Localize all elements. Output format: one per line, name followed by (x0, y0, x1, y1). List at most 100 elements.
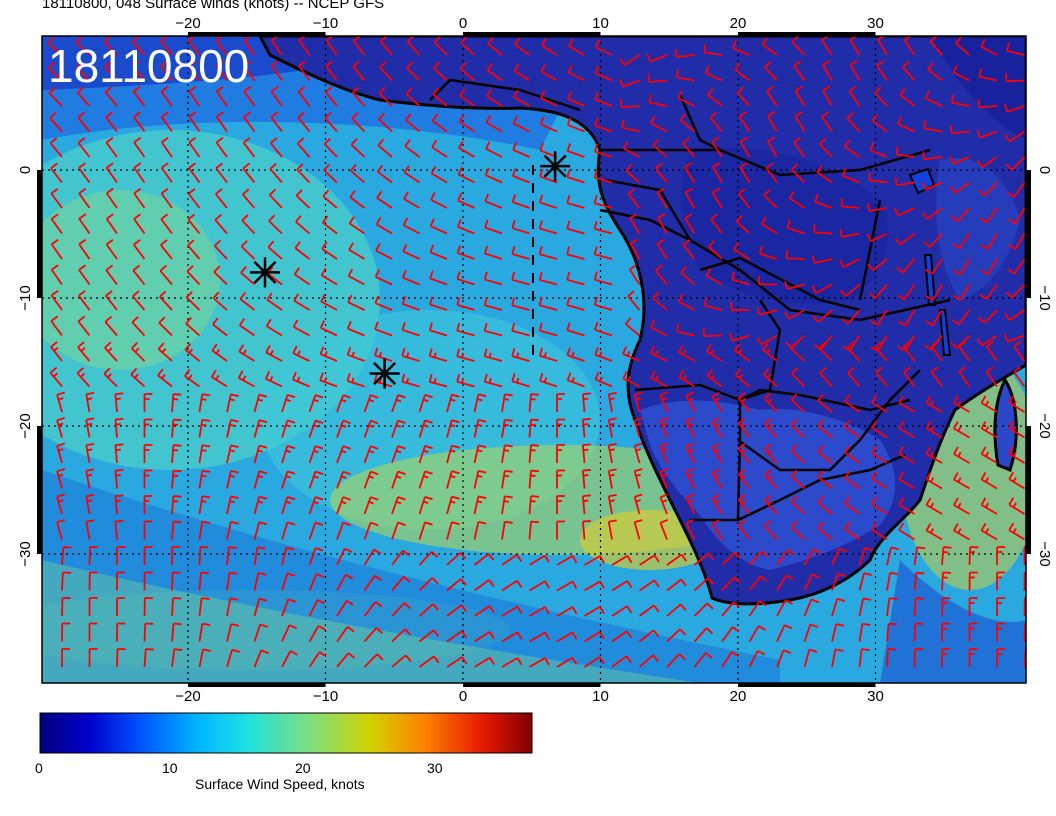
wind-barb (431, 113, 448, 133)
wind-barb (923, 232, 943, 248)
wind-barb (793, 60, 806, 82)
wind-barb (240, 240, 256, 260)
wind-barb (198, 546, 209, 566)
wind-barb (501, 393, 513, 413)
wind-barb (253, 521, 268, 540)
wind-barb (924, 90, 943, 107)
wind-barb (401, 269, 420, 286)
wind-barb (607, 391, 617, 413)
wind-barb (528, 418, 540, 438)
y-tick-label-right: 0 (1036, 166, 1053, 174)
wind-barb (432, 87, 448, 107)
wind-barb (446, 656, 468, 668)
wind-barb (114, 494, 124, 515)
wind-barb (456, 322, 475, 337)
wind-barb (638, 629, 660, 643)
wind-barb (898, 522, 915, 541)
wind-barb (556, 606, 578, 617)
wind-barb (898, 446, 915, 464)
wind-barb (539, 116, 558, 133)
wind-barb (347, 320, 365, 337)
wind-barb (913, 622, 924, 642)
wind-barb (473, 495, 487, 515)
wind-barb (968, 571, 978, 591)
wind-barb (348, 242, 365, 260)
wind-barb (529, 631, 550, 643)
wind-barb (188, 60, 201, 82)
wind-barb (116, 622, 126, 642)
wind-barb (1007, 258, 1026, 275)
wind-barb (629, 264, 641, 285)
wind-barb (566, 195, 585, 209)
wind-barb (501, 418, 513, 438)
wind-barb (418, 603, 439, 617)
wind-barb (930, 341, 943, 362)
wind-barb (85, 417, 95, 438)
wind-barb (794, 111, 806, 132)
wind-barb (484, 167, 503, 184)
wind-barb (253, 393, 268, 413)
wind-barb (511, 373, 530, 388)
wind-barb (264, 371, 283, 388)
wind-barb (281, 521, 296, 540)
wind-barb (611, 580, 633, 592)
wind-barb (214, 239, 228, 260)
wind-barb (346, 372, 365, 388)
wind-barb (267, 240, 283, 260)
wind-barb (566, 117, 585, 133)
wind-barb (734, 368, 751, 388)
wind-barb (902, 341, 916, 362)
wind-barb (685, 417, 696, 438)
wind-barb (116, 546, 126, 566)
wind-barb (735, 214, 751, 235)
wind-barb (433, 61, 448, 82)
wind-barb (320, 294, 338, 311)
wind-barb (913, 571, 925, 591)
wind-barb (456, 348, 475, 362)
wind-barb (593, 296, 613, 311)
wind-barb (730, 302, 750, 312)
wind-barb (78, 162, 91, 184)
position-markers (250, 151, 571, 389)
wind-barb (893, 207, 915, 217)
wind-barb (925, 472, 943, 490)
wind-barb (485, 141, 503, 158)
wind-barb (226, 393, 239, 413)
wind-barb (858, 622, 871, 642)
wind-barb (61, 622, 71, 642)
wind-barb (88, 648, 98, 668)
wind-barb (281, 572, 296, 591)
wind-barb (566, 246, 585, 260)
x-tick-label-top: −20 (175, 15, 200, 32)
wind-barb (457, 166, 475, 184)
wind-barb (979, 207, 998, 224)
wind-barb (582, 417, 591, 438)
wind-barb (487, 36, 503, 56)
wind-barb (105, 162, 118, 184)
wind-barb (269, 137, 283, 158)
wind-barb (659, 391, 669, 413)
wind-barb (985, 340, 998, 362)
wind-barb (159, 264, 173, 286)
wind-barb (737, 519, 751, 541)
wind-barb (898, 420, 915, 439)
wind-barb (132, 290, 146, 311)
wind-barb (817, 393, 833, 413)
wind-barb (685, 468, 696, 489)
wind-barb (897, 335, 916, 352)
wind-barb (566, 143, 585, 158)
wind-barb (949, 181, 971, 194)
wind-barb (647, 74, 668, 83)
wind-barb (226, 623, 240, 642)
wind-barb (418, 444, 433, 464)
wind-barb (1004, 333, 1025, 343)
colorbar-label-0: 0 (35, 760, 43, 776)
wind-barb (185, 316, 201, 337)
wind-barb (978, 181, 998, 197)
wind-barb (790, 418, 806, 439)
wind-barb (584, 580, 605, 592)
wind-barb (243, 60, 256, 82)
wind-barb (405, 87, 421, 107)
wind-barb (308, 419, 324, 438)
wind-barb (363, 394, 379, 413)
